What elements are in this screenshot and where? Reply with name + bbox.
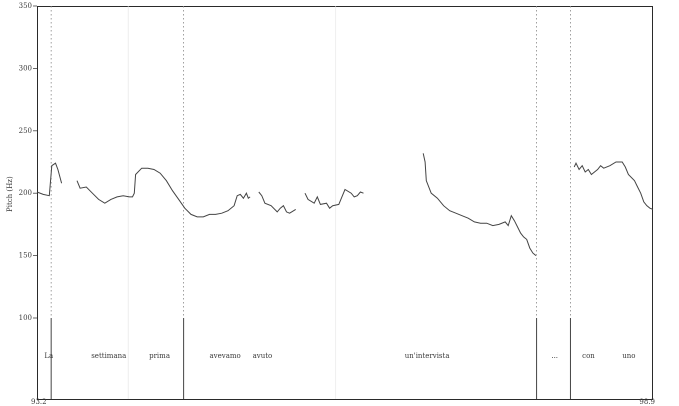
pitch-segment-4	[422, 153, 537, 256]
pitch-segment-1	[76, 167, 251, 218]
y-tick-label: 300	[19, 64, 32, 72]
y-axis-label: Pitch (Hz)	[6, 176, 14, 212]
pitch-segment-5	[573, 161, 654, 210]
word-label: un'intervista	[405, 352, 450, 360]
word-label: con	[582, 352, 595, 360]
word-label: La	[44, 352, 53, 360]
y-tick-label: 250	[19, 127, 32, 135]
x-start-label: 93.2	[31, 398, 47, 406]
y-tick-label: 200	[19, 189, 32, 197]
word-label: prima	[149, 352, 170, 360]
pitch-segment-2	[258, 191, 296, 214]
y-tick-label: 350	[19, 2, 32, 10]
y-tick-label: 100	[19, 314, 32, 322]
y-tick-label: 150	[19, 252, 32, 260]
pitch-segment-3	[304, 188, 364, 209]
word-label: avuto	[253, 352, 273, 360]
word-label: ...	[551, 352, 558, 360]
word-label: settimana	[91, 352, 126, 360]
plot-frame	[37, 6, 653, 400]
word-label: avevamo	[209, 352, 240, 360]
pitch-segment-0	[36, 162, 63, 197]
x-end-label: 98.9	[639, 398, 655, 406]
word-label: uno	[622, 352, 635, 360]
